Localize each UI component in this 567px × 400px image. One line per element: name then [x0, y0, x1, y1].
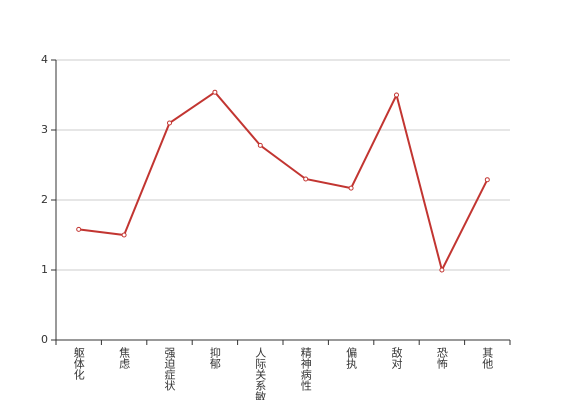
x-tick-label: 其他: [481, 347, 494, 369]
x-tick-label: 躯体化: [72, 347, 85, 381]
y-tick-label: 0: [41, 333, 48, 346]
x-tick-label: 精神病性: [299, 347, 312, 392]
x-tick-label: 抑郁: [208, 346, 221, 369]
y-tick-label: 4: [41, 53, 48, 66]
point: [439, 267, 445, 273]
point: [167, 120, 172, 126]
point: [212, 89, 218, 95]
point: [484, 177, 490, 183]
point: [394, 92, 399, 98]
x-tick-label: 敌对: [390, 346, 403, 369]
point: [76, 226, 82, 232]
point: [121, 232, 127, 238]
x-tick-label: 焦虑: [118, 347, 131, 369]
point: [303, 176, 309, 182]
line: [78, 90, 489, 273]
point: [348, 185, 354, 191]
point: [257, 142, 263, 148]
x-tick-label: 偏执: [345, 346, 358, 370]
x-tick-label: 人际关系敏感: [254, 347, 267, 400]
y-tick-label: 3: [41, 123, 48, 136]
x-tick-label: 恐怖: [435, 347, 448, 369]
y-tick-label: 2: [41, 193, 48, 206]
y-tick-label: 1: [41, 263, 48, 276]
x-tick-label: 强迫症状: [163, 347, 176, 391]
